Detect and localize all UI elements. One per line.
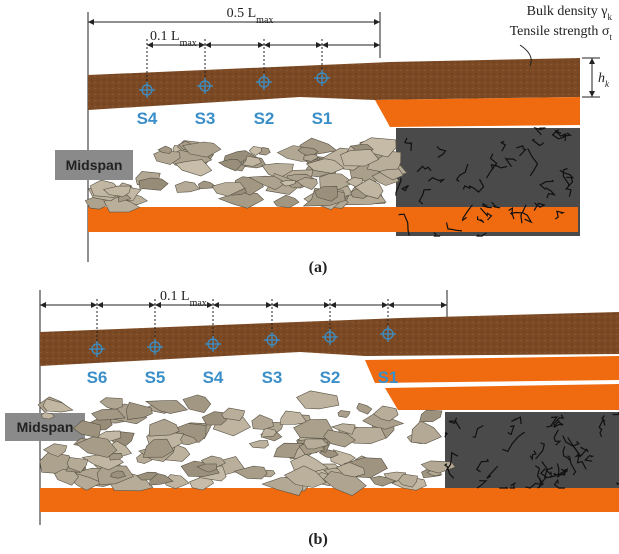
density-text: Bulk density γ bbox=[527, 4, 608, 19]
interval-text: 0.1 L bbox=[150, 29, 180, 44]
broken-strata bbox=[385, 384, 619, 410]
midspan-label: Midspan bbox=[17, 419, 74, 435]
rock bbox=[222, 408, 245, 421]
span-label: 0.5 Lmax bbox=[227, 6, 274, 26]
rock bbox=[297, 391, 339, 409]
point-label: S3 bbox=[262, 368, 283, 387]
rock bbox=[412, 421, 442, 444]
rock bbox=[249, 441, 268, 449]
coal-wall bbox=[445, 412, 619, 488]
interval-sub: max bbox=[180, 38, 197, 49]
rock bbox=[175, 181, 199, 192]
rock bbox=[274, 195, 299, 208]
rock bbox=[280, 411, 307, 425]
density-sub: k bbox=[608, 12, 613, 22]
rock bbox=[100, 398, 122, 410]
strength-sub: t bbox=[609, 32, 612, 42]
thickness-text: h bbox=[598, 71, 605, 86]
point-label: S4 bbox=[137, 109, 158, 128]
point-label: S3 bbox=[195, 109, 216, 128]
strength-text: Tensile strength σ bbox=[510, 24, 610, 39]
rock bbox=[139, 178, 168, 190]
interval-text: 0.1 L bbox=[160, 289, 190, 304]
rock bbox=[252, 415, 274, 430]
point-label: S6 bbox=[87, 368, 108, 387]
floor-strata bbox=[40, 488, 619, 512]
floor-strata bbox=[88, 207, 578, 232]
span-text: 0.5 L bbox=[227, 6, 257, 21]
thickness-label: hk bbox=[598, 71, 610, 89]
rock bbox=[126, 402, 152, 419]
rock bbox=[420, 410, 442, 422]
span-sub: max bbox=[256, 15, 273, 26]
rock bbox=[338, 411, 350, 418]
interval-label: 0.1 Lmax bbox=[150, 29, 197, 49]
midspan-label: Midspan bbox=[66, 157, 123, 173]
density-label: Bulk density γk bbox=[527, 4, 613, 22]
point-label: S1 bbox=[378, 368, 399, 387]
interval-label: 0.1 Lmax bbox=[160, 289, 207, 309]
caption: (a) bbox=[309, 259, 328, 276]
figure: S4S3S2S1S6S5S4S3S2S1 0.5 Lmax 0.1 Lmax B… bbox=[0, 0, 619, 554]
rock bbox=[357, 403, 372, 414]
broken-strata bbox=[365, 356, 619, 383]
point-label: S1 bbox=[312, 109, 333, 128]
interval-sub: max bbox=[190, 298, 207, 309]
caption: (b) bbox=[308, 531, 328, 548]
point-label: S5 bbox=[145, 368, 166, 387]
point-label: S2 bbox=[254, 109, 275, 128]
point-label: S2 bbox=[320, 368, 341, 387]
broken-strata bbox=[375, 97, 580, 127]
strength-label: Tensile strength σt bbox=[510, 24, 613, 42]
thickness-sub: k bbox=[605, 79, 610, 89]
point-label: S4 bbox=[203, 368, 224, 387]
